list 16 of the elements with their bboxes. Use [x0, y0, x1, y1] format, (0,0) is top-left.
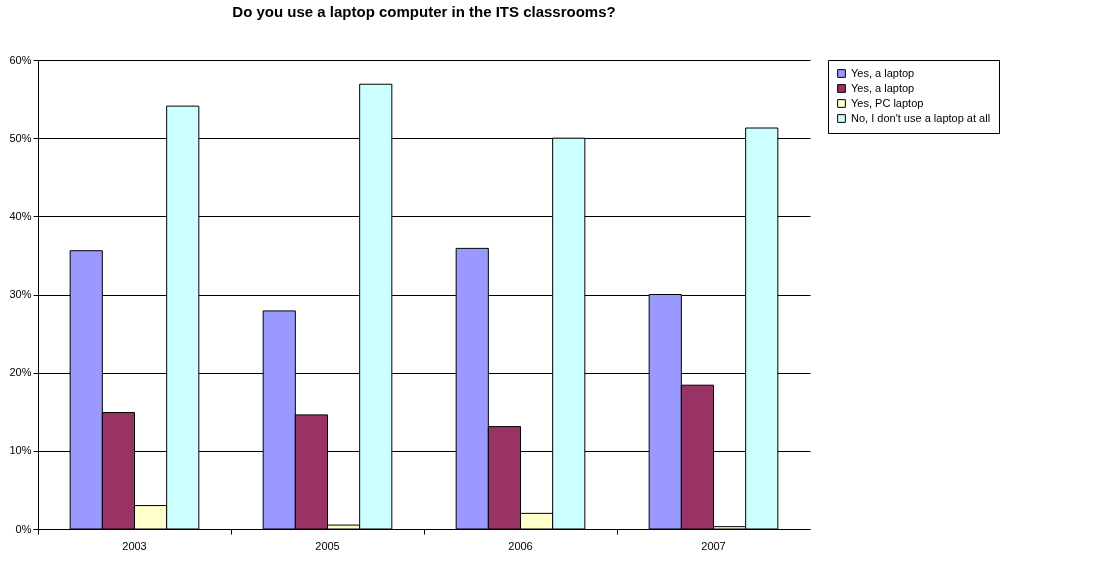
- x-tick-label: 2005: [315, 539, 340, 552]
- x-tick-label: 2003: [122, 539, 147, 552]
- y-tick-label: 40%: [9, 209, 32, 222]
- y-tick-label: 10%: [9, 444, 32, 457]
- legend-label: Yes, PC laptop: [851, 96, 924, 109]
- x-tick-label: 2007: [701, 539, 726, 552]
- y-tick-label: 20%: [9, 366, 32, 379]
- y-tick-label: 60%: [9, 53, 32, 66]
- legend-label: Yes, a laptop: [851, 81, 915, 94]
- y-tick-label: 0%: [15, 522, 32, 535]
- y-tick-label: 50%: [9, 131, 32, 144]
- chart-title: Do you use a laptop computer in the ITS classrooms?: [232, 3, 616, 20]
- x-tick-label: 2006: [508, 539, 533, 552]
- legend-label: No, I don't use a laptop at all: [851, 111, 991, 124]
- y-tick-label: 30%: [9, 288, 32, 300]
- legend-label: Yes, a laptop: [851, 66, 915, 79]
